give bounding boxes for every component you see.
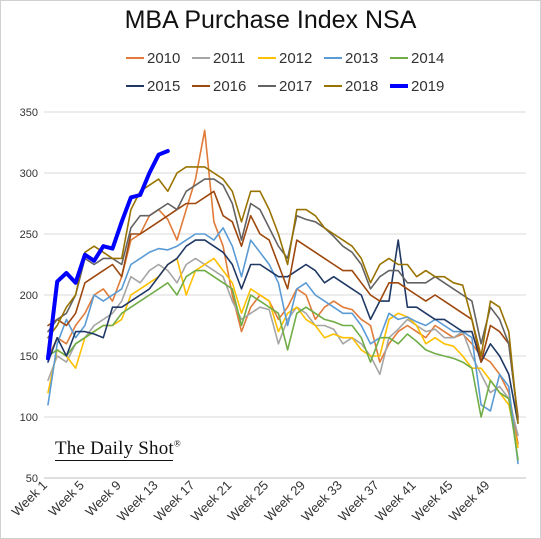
series-line-2013 bbox=[47, 227, 519, 465]
gridlines bbox=[44, 111, 526, 479]
watermark-text: The Daily Shot bbox=[55, 438, 174, 459]
series-line-2010 bbox=[47, 129, 519, 445]
series-line-2017 bbox=[47, 178, 519, 421]
x-tick-label: Week 49 bbox=[446, 478, 493, 525]
legend-label-2018: 2018 bbox=[345, 78, 378, 95]
y-tick-label: 150 bbox=[20, 351, 38, 363]
legend-label-2010: 2010 bbox=[147, 50, 180, 67]
legend-label-2019: 2019 bbox=[411, 78, 444, 95]
y-tick-label: 350 bbox=[20, 107, 38, 119]
registered-mark: ® bbox=[173, 438, 181, 449]
legend-label-2011: 2011 bbox=[213, 50, 245, 67]
legend-label-2017: 2017 bbox=[279, 78, 312, 95]
y-tick-label: 50 bbox=[26, 473, 38, 485]
legend-label-2012: 2012 bbox=[279, 50, 312, 67]
series-line-2019 bbox=[46, 149, 170, 361]
y-tick-label: 300 bbox=[20, 168, 38, 180]
series-line-2012 bbox=[47, 257, 519, 449]
series-line-2018 bbox=[47, 166, 519, 424]
legend-label-2016: 2016 bbox=[213, 78, 246, 95]
y-tick-label: 250 bbox=[20, 229, 38, 241]
watermark-logo: The Daily Shot® bbox=[55, 438, 181, 461]
chart-title: MBA Purchase Index NSA bbox=[124, 6, 417, 34]
y-tick-label: 100 bbox=[20, 412, 38, 424]
series-line-2016 bbox=[47, 190, 519, 418]
x-tick-label: Week 5 bbox=[45, 478, 87, 520]
legend-label-2015: 2015 bbox=[147, 78, 180, 95]
series-line-2014 bbox=[47, 269, 519, 461]
y-axis-ticks: 50 100 150 200 250 300 350 bbox=[20, 107, 38, 485]
y-tick-label: 200 bbox=[20, 290, 38, 302]
legend: 2010 2011 2012 2013 2014 2015 2016 2017 2018 2019 bbox=[126, 50, 444, 95]
legend-label-2014: 2014 bbox=[411, 50, 444, 67]
legend-label-2013: 2013 bbox=[345, 50, 378, 67]
series-lines bbox=[46, 129, 519, 465]
